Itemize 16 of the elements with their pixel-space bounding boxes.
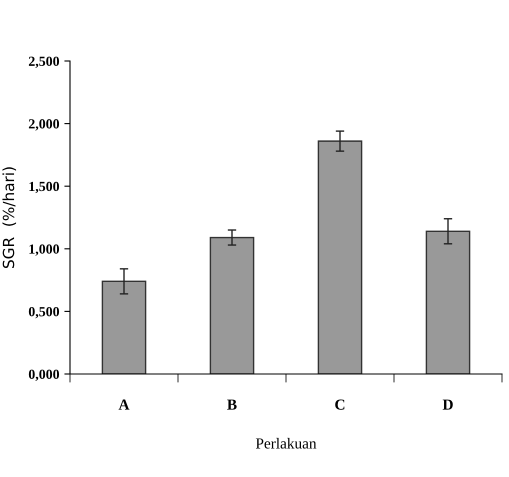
bar xyxy=(102,280,146,374)
x-axis-title: Perlakuan xyxy=(256,438,316,449)
x-tick-label: C xyxy=(335,399,344,410)
x-tick-label: A xyxy=(118,400,130,410)
y-tick-label: 0,000 xyxy=(28,370,60,381)
y-tick-label: 2,500 xyxy=(28,56,60,68)
bar xyxy=(426,230,470,374)
bar xyxy=(210,236,254,374)
x-tick-label: D xyxy=(442,400,453,410)
y-tick-label: 0,500 xyxy=(28,306,60,318)
x-tick-label: B xyxy=(227,400,237,410)
y-tick-label: 2,000 xyxy=(28,119,60,131)
y-axis-title: SGR (%/hari) xyxy=(2,167,16,268)
y-tick-label: 1,500 xyxy=(29,182,60,194)
y-tick-label: 1,000 xyxy=(29,244,60,256)
bar xyxy=(318,140,362,374)
